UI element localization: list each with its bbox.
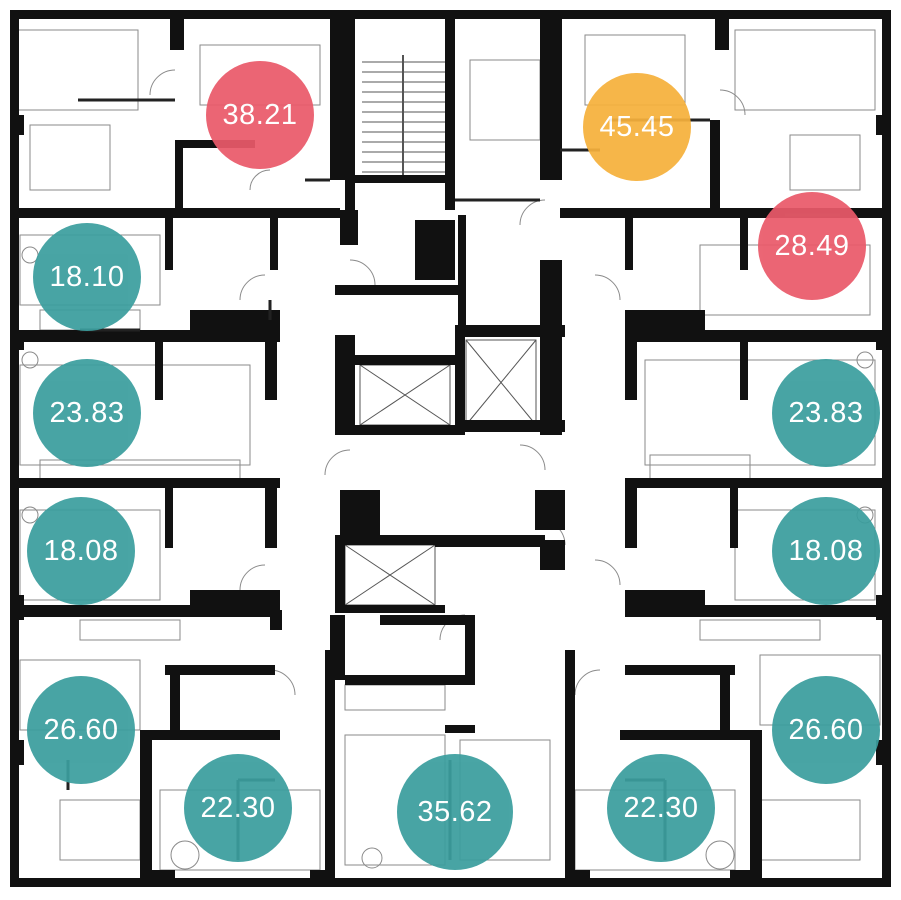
unit-area-badge-u13[interactable]: 22.30 [607,754,715,862]
unit-area-badge-u6[interactable]: 23.83 [772,359,880,467]
unit-area-badge-u7[interactable]: 18.08 [27,497,135,605]
unit-area-badge-u12[interactable]: 35.62 [397,754,513,870]
unit-area-badge-u1[interactable]: 38.21 [206,61,314,169]
staircase [362,55,445,180]
unit-area-badge-u9[interactable]: 26.60 [27,676,135,784]
unit-area-badge-u4[interactable]: 18.10 [33,223,141,331]
unit-area-badge-u2[interactable]: 45.45 [583,73,691,181]
unit-area-badge-u11[interactable]: 22.30 [184,754,292,862]
unit-area-badge-u5[interactable]: 23.83 [33,359,141,467]
unit-area-badge-u3[interactable]: 28.49 [758,192,866,300]
unit-area-badge-u10[interactable]: 26.60 [772,676,880,784]
unit-area-badge-u8[interactable]: 18.08 [772,497,880,605]
elevator-shafts [344,339,537,606]
walls [10,10,891,887]
